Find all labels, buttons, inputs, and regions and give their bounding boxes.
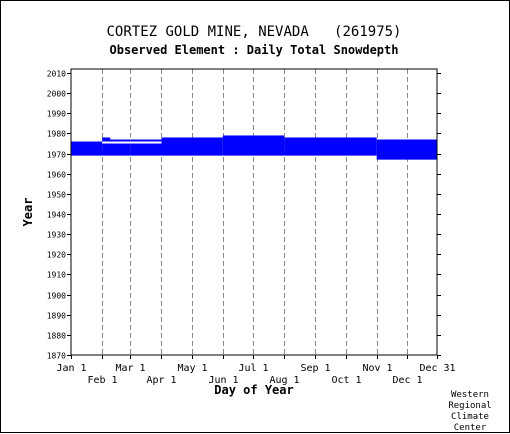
x-tick-label: Jul 1 bbox=[238, 363, 268, 374]
y-tick-label: 1880 bbox=[47, 332, 66, 341]
x-tick-label: Apr 1 bbox=[146, 375, 176, 386]
grid-lines bbox=[102, 69, 408, 355]
x-tick-label: Jun 1 bbox=[208, 375, 238, 386]
y-tick-label: 1930 bbox=[47, 231, 66, 240]
y-tick-label: 1970 bbox=[47, 151, 66, 160]
x-tick-label: Sep 1 bbox=[300, 363, 330, 374]
x-axis-label: Day of Year bbox=[214, 383, 293, 397]
y-tick-label: 1900 bbox=[47, 292, 66, 301]
y-tick-label: 1940 bbox=[47, 211, 66, 220]
chart-title: CORTEZ GOLD MINE, NEVADA (261975) bbox=[106, 24, 402, 40]
coverage-bar bbox=[71, 141, 103, 156]
coverage-bar bbox=[102, 137, 131, 156]
x-tick-label: Oct 1 bbox=[331, 375, 361, 386]
credit-line: Western bbox=[451, 390, 489, 400]
y-tick-label: 1980 bbox=[47, 130, 66, 139]
x-tick-label: May 1 bbox=[177, 363, 207, 374]
chart-subtitle: Observed Element : Daily Total Snowdepth bbox=[109, 43, 399, 57]
y-tick-label: 2000 bbox=[47, 90, 66, 99]
data-bars bbox=[71, 135, 437, 160]
x-tick-label: Dec 31 bbox=[419, 363, 455, 374]
credit-line: Regional bbox=[448, 401, 492, 411]
credit-line: Climate bbox=[451, 412, 489, 422]
x-axis: Jan 1 Mar 1 May 1 Jul 1 Sep 1 Nov 1 Dec 31 Feb … bbox=[56, 355, 456, 386]
coverage-bar bbox=[222, 135, 285, 156]
y-axis: 1870 1880 1890 1900 1910 1920 1930 1940 1950 1960… bbox=[47, 70, 441, 361]
y-tick-label: 1870 bbox=[47, 352, 66, 361]
credit-line: Center bbox=[453, 423, 487, 433]
coverage-bar bbox=[376, 139, 437, 160]
data-gap bbox=[110, 137, 162, 140]
x-tick-label: Feb 1 bbox=[87, 375, 117, 386]
y-tick-label: 2010 bbox=[47, 70, 66, 79]
y-tick-label: 1890 bbox=[47, 312, 66, 321]
credit-label: Western Regional Climate Center bbox=[440, 390, 500, 434]
y-axis-label: Year bbox=[21, 198, 35, 227]
y-tick-label: 1960 bbox=[47, 171, 66, 180]
coverage-bar bbox=[284, 137, 377, 156]
coverage-bar bbox=[130, 137, 162, 156]
y-tick-label: 1920 bbox=[47, 251, 66, 260]
coverage-bar bbox=[161, 137, 223, 156]
x-tick-label: Aug 1 bbox=[269, 375, 299, 386]
x-tick-label: Jan 1 bbox=[56, 363, 86, 374]
y-tick-label: 1910 bbox=[47, 271, 66, 280]
x-tick-label: Dec 1 bbox=[392, 375, 422, 386]
y-tick-label: 1990 bbox=[47, 110, 66, 119]
data-gap bbox=[102, 141, 162, 144]
x-tick-label: Mar 1 bbox=[115, 363, 145, 374]
x-tick-label: Nov 1 bbox=[362, 363, 392, 374]
y-tick-label: 1950 bbox=[47, 191, 66, 200]
